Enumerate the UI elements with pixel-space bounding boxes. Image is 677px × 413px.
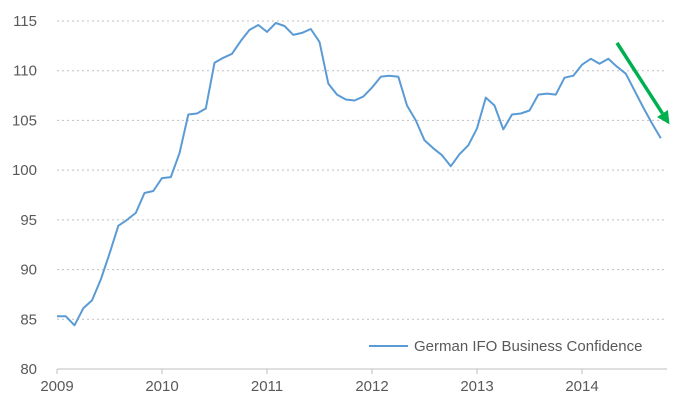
x-axis: 2009 2010 2011 2012 2013 2014 xyxy=(40,368,667,395)
x-tick-label: 2014 xyxy=(565,378,598,395)
y-tick-label: 85 xyxy=(20,311,37,328)
y-tick-label: 95 xyxy=(20,212,37,229)
x-tick-label: 2013 xyxy=(460,378,493,395)
x-tick-label: 2011 xyxy=(251,378,283,395)
series-line-ifo xyxy=(57,22,662,327)
legend: German IFO Business Confidence xyxy=(369,338,642,355)
x-tick-label: 2009 xyxy=(40,378,73,395)
trend-arrow-head xyxy=(656,109,670,125)
gridlines xyxy=(57,20,667,320)
trend-arrow-shaft xyxy=(615,41,664,115)
y-tick-label: 105 xyxy=(12,112,37,129)
legend-label: German IFO Business Confidence xyxy=(414,338,642,355)
series-layer xyxy=(57,22,662,327)
annotation-layer xyxy=(615,41,670,125)
y-tick-label: 110 xyxy=(13,63,37,80)
y-tick-label: 115 xyxy=(13,13,37,30)
y-tick-label: 90 xyxy=(20,262,37,279)
y-tick-label: 80 xyxy=(20,361,37,378)
y-tick-label: 100 xyxy=(12,162,37,179)
x-tick-label: 2010 xyxy=(145,378,178,395)
x-tick-label: 2012 xyxy=(355,378,388,395)
y-axis: 80 85 90 95 100 105 110 115 xyxy=(12,13,37,378)
